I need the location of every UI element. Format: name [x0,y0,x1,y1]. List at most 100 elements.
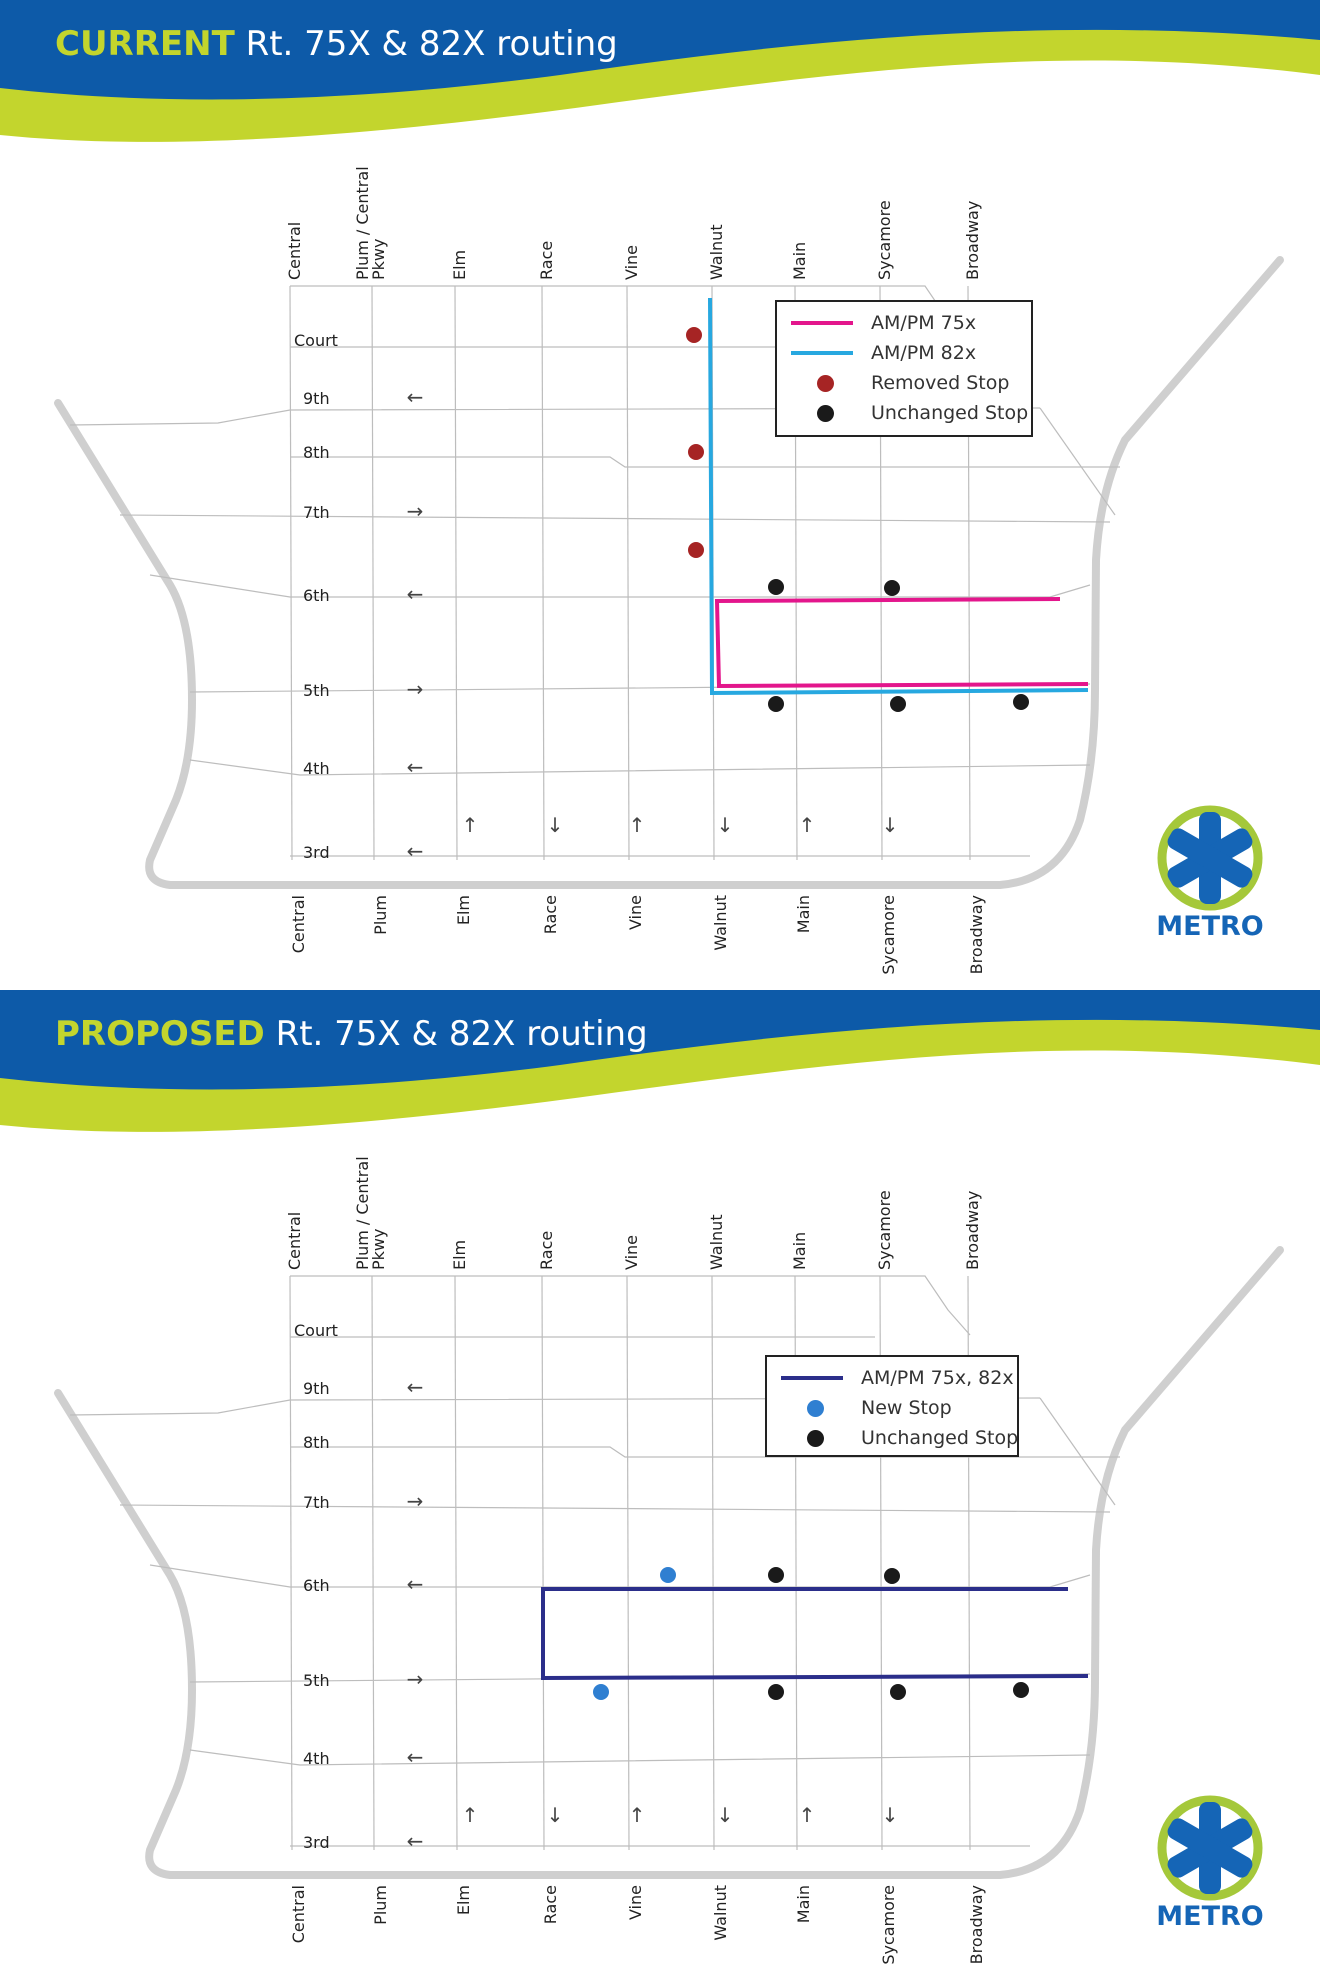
street-line-ew [119,514,1111,523]
bus-stops [686,327,1029,712]
street-label-cross: 6th [303,586,330,605]
street-label-cross: 5th [303,1671,330,1690]
street-label-cross: 7th [303,1493,330,1512]
street-line-diag [1039,407,1116,516]
title-text: Rt. 75X & 82X routing [234,24,618,64]
unchanged-stop [768,579,784,595]
street-line-ew [149,574,1091,598]
street-line-ew [290,1446,1120,1458]
legend-label: AM/PM 75x [871,312,977,334]
street-line-ew [69,407,1041,426]
street-label-top: Elm [450,1240,469,1270]
street-label-bottom: Vine [626,895,645,930]
legend-item: AM/PM 82x [777,338,1031,368]
one-way-arrows: ← → ← → ← ← ↑ ↓ ↑ ↓ ↑ ↓ [407,385,899,863]
legend-item: AM/PM 75x, 82x [767,1363,1017,1393]
street-label-top: Vine [622,1235,641,1270]
one-way-arrow: ↓ [882,1803,899,1827]
one-way-arrow: → [407,499,424,523]
street-line-ew [189,759,1091,776]
legend-dot-swatch [817,375,834,392]
street-label-bottom: Broadway [967,895,986,974]
one-way-arrow: ↑ [799,1803,816,1827]
legend-line-swatch [781,1376,843,1380]
one-way-arrow: ↑ [799,813,816,837]
legend-line-swatch [791,351,853,355]
removed-stop [688,444,704,460]
asterisk-icon [1167,1802,1253,1894]
title-keyword: PROPOSED [55,1014,265,1054]
street-line-diag [1039,1397,1116,1506]
unchanged-stop [768,1567,784,1583]
current-map-svg: ← → ← → ← ← ↑ ↓ ↑ ↓ ↑ ↓ Central Plum / CentralPkwy El… [0,0,1320,975]
unchanged-stop [1013,1682,1029,1698]
street-label-cross: Court [294,1321,338,1340]
street-label-cross: Court [294,331,338,350]
metro-logo: METRO [1156,1795,1264,1932]
unchanged-stop [890,1684,906,1700]
street-label-bottom: Sycamore [879,1885,898,1965]
street-label-top: Sycamore [875,1190,894,1270]
street-line-ns [541,1275,545,1851]
page-title: PROPOSED Rt. 75X & 82X routing [55,1014,648,1054]
street-label-top: Central [285,1212,304,1270]
unchanged-stop [884,1568,900,1584]
street-label-cross: 9th [303,389,330,408]
street-grid [69,1275,1120,1851]
street-line-ns [289,1275,293,1851]
street-label-top: Elm [450,250,469,280]
legend-item: New Stop [767,1393,1017,1423]
street-label-top: Vine [622,245,641,280]
street-label-top: Sycamore [875,200,894,280]
street-label-cross: 9th [303,1379,330,1398]
street-label-top: Race [537,241,556,280]
street-label-cross: 5th [303,681,330,700]
one-way-arrow: ← [407,755,424,779]
street-line-ns [541,285,545,861]
new-stop [660,1567,676,1583]
legend-item: AM/PM 75x [777,308,1031,338]
legend: AM/PM 75x, 82x New Stop Unchanged Stop [765,1355,1019,1457]
unchanged-stop [1013,694,1029,710]
removed-stop [686,327,702,343]
one-way-arrow: ↓ [547,1803,564,1827]
street-label-top: Central [285,222,304,280]
asterisk-icon [1167,812,1253,904]
title-text: Rt. 75X & 82X routing [264,1014,648,1054]
street-line-ew [119,1504,1111,1513]
logo-ring [1157,1795,1263,1901]
bus-routes [541,1587,1089,1681]
street-label-bottom: Broadway [967,1885,986,1964]
one-way-arrow: ← [407,582,424,606]
unchanged-stop [768,696,784,712]
bus-stops [593,1567,1029,1700]
metro-logo: METRO [1156,805,1264,942]
legend-label: AM/PM 82x [871,342,977,364]
one-way-arrow: ← [407,385,424,409]
proposed-map-svg: ← → ← → ← ← ↑ ↓ ↑ ↓ ↑ ↓ Central Plum / CentralPkwy El… [0,990,1320,1965]
downtown-boundary [54,1246,1284,1879]
street-label-bottom: Race [541,895,560,934]
street-label-bottom: Vine [626,1885,645,1920]
street-label-bottom: Plum [371,895,390,935]
street-label-bottom: Main [794,895,813,933]
street-label-bottom: Walnut [711,1885,730,1941]
one-way-arrow: ↑ [462,1803,479,1827]
street-line-ew [189,1749,1091,1766]
current-routing-map: ← → ← → ← ← ↑ ↓ ↑ ↓ ↑ ↓ Central Plum / CentralPkwy El… [0,0,1320,985]
one-way-arrow: → [407,677,424,701]
logo-text: METRO [1156,1901,1263,1932]
street-line-ns [454,1275,458,1851]
new-stop [593,1684,609,1700]
legend-dot-swatch [807,1430,824,1447]
street-line-ns [454,285,458,861]
street-label-bottom: Sycamore [879,895,898,975]
unchanged-stop [890,696,906,712]
legend: AM/PM 75x AM/PM 82x Removed Stop Unchanged … [775,300,1033,437]
street-label-cross: 3rd [303,1833,330,1852]
street-label-bottom: Elm [454,895,473,925]
downtown-boundary-line [54,1246,1284,1879]
street-line-ns [289,285,293,861]
street-line-ns [626,285,630,861]
one-way-arrow: ← [407,1572,424,1596]
